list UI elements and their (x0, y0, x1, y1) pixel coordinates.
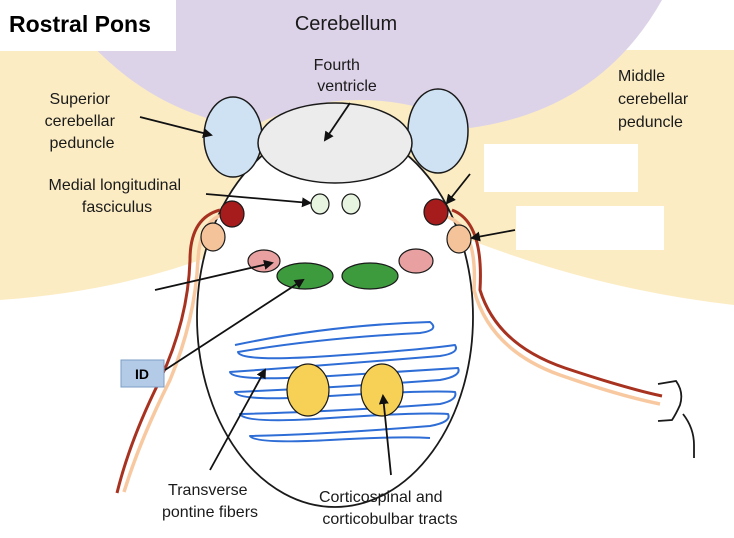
arrow-green-nucleus-left (164, 278, 305, 371)
page-title: Rostral Pons (9, 11, 151, 37)
label-transverse-pontine-fibers: Transverse pontine fibers (162, 482, 258, 521)
label-superior-cerebellar-peduncle: Superior cerebellar peduncle (45, 91, 120, 152)
label-cerebellum: Cerebellum (295, 13, 397, 35)
arrow-pink-nucleus-left (154, 259, 274, 291)
mlf-right (341, 193, 361, 215)
transverse-pontine-fibers (229, 321, 460, 443)
arrow-superior-cerebellar-peduncle (139, 116, 213, 138)
pink-nucleus-right (398, 248, 434, 274)
id-box-label: ID (135, 366, 149, 382)
fourth-ventricle (257, 102, 413, 184)
green-nucleus-right (341, 262, 399, 290)
arrow-transverse-pontine-fibers (209, 368, 266, 471)
bracket-tail-icon (682, 413, 695, 458)
answer-box-lower[interactable] (516, 206, 664, 250)
cerebellum-region (56, 0, 662, 128)
id-box[interactable] (120, 359, 165, 388)
green-nucleus-left (276, 262, 334, 290)
label-middle-cerebellar-peduncle: Middle cerebellar peduncle (618, 68, 693, 131)
superior-cerebellar-peduncle-left (203, 96, 263, 178)
arrow-orange-nucleus-right (470, 229, 516, 242)
orange-nucleus-right (446, 224, 472, 254)
answer-box-upper[interactable] (484, 144, 638, 192)
bracket-icon (657, 380, 683, 422)
pons-outline (196, 126, 474, 508)
mlf-left (310, 193, 330, 215)
label-medial-longitudinal-fasciculus: Medial longitudinal fasciculus (49, 177, 186, 216)
label-corticospinal-tracts: Corticospinal and corticobulbar tracts (319, 489, 458, 528)
arrow-corticospinal-tracts (378, 394, 392, 476)
red-nucleus-right (423, 198, 449, 226)
arrow-red-nucleus-right (445, 173, 471, 205)
lateral-tract-left-red (115, 208, 221, 494)
label-fourth-ventricle: Fourth ventricle (314, 57, 377, 95)
title-box (0, 0, 176, 51)
arrow-medial-longitudinal-fasciculus (205, 193, 312, 208)
corticospinal-tract-right (360, 363, 404, 417)
corticospinal-tract-left (286, 363, 330, 417)
orange-nucleus-left (200, 222, 226, 252)
red-nucleus-left (219, 200, 245, 228)
pink-nucleus-left (247, 249, 281, 273)
arrow-fourth-ventricle (323, 102, 351, 142)
superior-cerebellar-peduncle-right (407, 88, 469, 174)
